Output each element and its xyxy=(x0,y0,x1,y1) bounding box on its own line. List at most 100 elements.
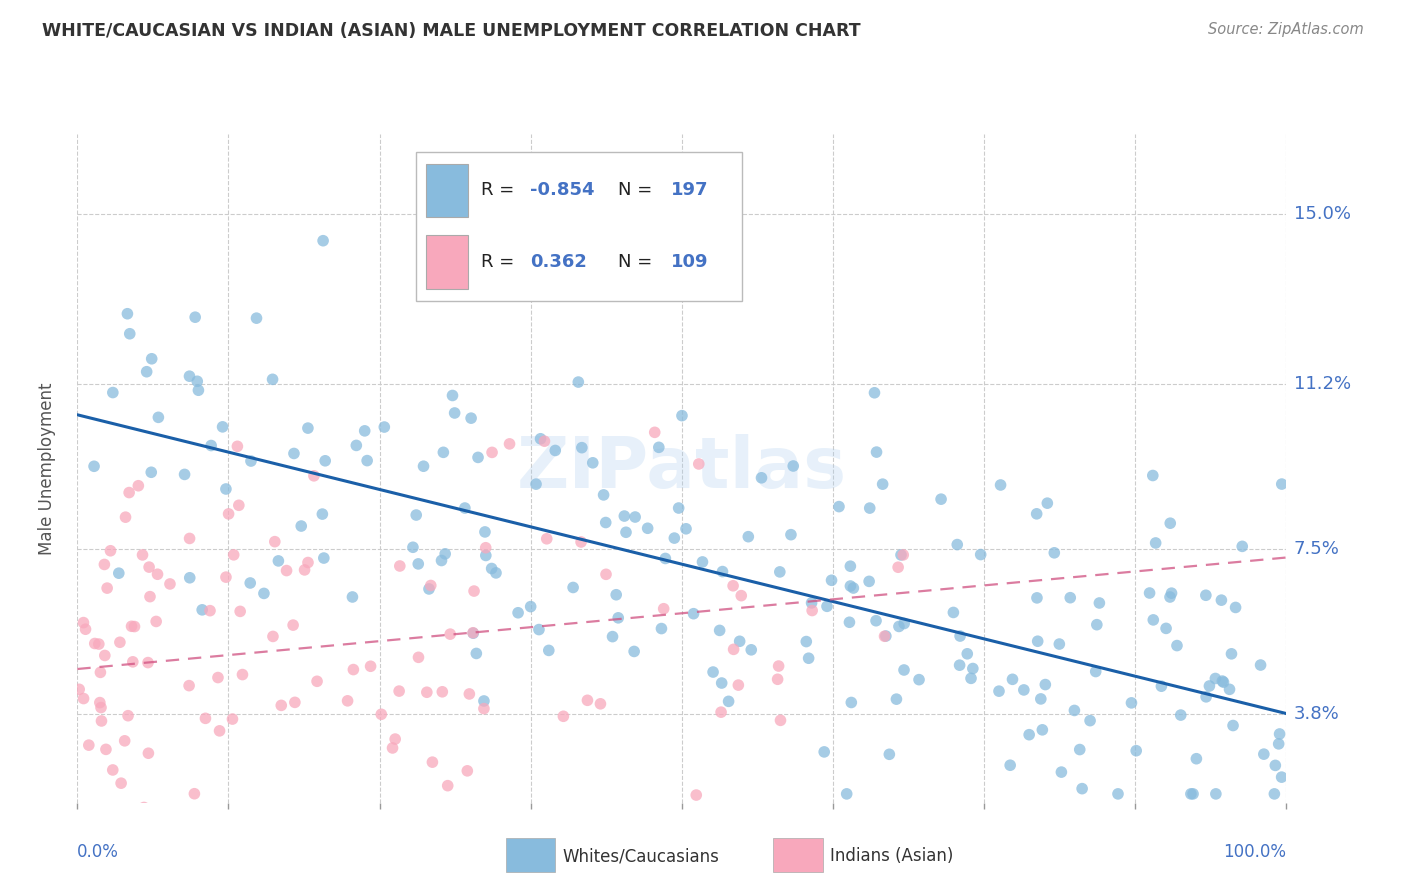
Point xyxy=(456,764,478,778)
Point xyxy=(828,500,851,514)
Point xyxy=(835,787,858,801)
Point xyxy=(529,432,551,446)
Point xyxy=(191,603,214,617)
Point xyxy=(858,574,880,589)
Point xyxy=(336,694,359,708)
Point xyxy=(946,538,969,552)
Point xyxy=(228,498,250,512)
Point xyxy=(671,409,693,423)
Point xyxy=(94,648,117,663)
Point xyxy=(602,630,624,644)
Point xyxy=(297,556,319,570)
Point xyxy=(710,676,733,690)
Point xyxy=(648,440,671,454)
Point xyxy=(222,548,245,562)
Text: N =: N = xyxy=(619,253,658,271)
Point xyxy=(177,679,200,693)
Point xyxy=(780,527,803,541)
Text: 0.0%: 0.0% xyxy=(77,843,120,861)
Point xyxy=(221,712,243,726)
Point xyxy=(1185,752,1208,766)
Point xyxy=(1107,787,1129,801)
Point xyxy=(688,457,710,471)
Point xyxy=(117,307,139,321)
Point xyxy=(1195,588,1218,602)
Point xyxy=(567,375,589,389)
Point xyxy=(422,755,444,769)
Point xyxy=(873,629,896,643)
Text: WHITE/CAUCASIAN VS INDIAN (ASIAN) MALE UNEMPLOYMENT CORRELATION CHART: WHITE/CAUCASIAN VS INDIAN (ASIAN) MALE U… xyxy=(42,22,860,40)
Point xyxy=(141,351,163,366)
Point xyxy=(576,693,599,707)
Point xyxy=(1268,727,1291,741)
Point xyxy=(942,606,965,620)
Point xyxy=(1043,546,1066,560)
Point xyxy=(297,421,319,435)
Point xyxy=(1220,647,1243,661)
Point xyxy=(281,618,304,632)
Text: 100.0%: 100.0% xyxy=(1223,843,1286,861)
Point xyxy=(879,747,901,762)
Point xyxy=(1195,690,1218,704)
Point xyxy=(353,424,375,438)
Point xyxy=(872,477,894,491)
Point xyxy=(136,831,159,846)
Point xyxy=(239,576,262,591)
Point xyxy=(1050,765,1073,780)
Point xyxy=(682,607,704,621)
Point xyxy=(794,634,817,648)
Point xyxy=(474,524,496,539)
Point xyxy=(569,535,592,549)
Point xyxy=(813,745,835,759)
Point xyxy=(623,644,645,658)
Point xyxy=(312,234,335,248)
Point xyxy=(1160,586,1182,600)
Point xyxy=(314,454,336,468)
Point xyxy=(93,558,115,572)
Point xyxy=(458,687,481,701)
Point xyxy=(769,714,792,728)
Point xyxy=(229,604,252,618)
Point xyxy=(138,560,160,574)
Point xyxy=(685,788,707,802)
Point xyxy=(1222,718,1244,732)
Point xyxy=(360,805,382,819)
Point xyxy=(820,574,842,588)
Point xyxy=(595,516,617,530)
Point xyxy=(208,723,231,738)
Point xyxy=(118,326,141,341)
Point xyxy=(481,561,503,575)
Point xyxy=(124,619,146,633)
Point xyxy=(607,611,630,625)
Point xyxy=(782,458,804,473)
Point xyxy=(100,543,122,558)
Point xyxy=(67,682,90,697)
Point xyxy=(263,534,285,549)
Point xyxy=(381,741,404,756)
Point xyxy=(533,434,555,449)
Point xyxy=(692,555,714,569)
Point xyxy=(311,507,333,521)
Point xyxy=(186,374,208,388)
Point xyxy=(114,734,136,748)
Point xyxy=(797,651,820,665)
Point xyxy=(893,616,915,631)
Point xyxy=(1159,516,1181,531)
Point xyxy=(356,453,378,467)
Point xyxy=(613,509,636,524)
Point xyxy=(960,671,983,685)
Point xyxy=(215,570,238,584)
Point xyxy=(1085,617,1108,632)
Point xyxy=(418,582,440,596)
Point xyxy=(652,601,675,615)
Text: 197: 197 xyxy=(671,181,709,200)
Text: R =: R = xyxy=(481,181,520,200)
Point xyxy=(75,622,97,636)
Point xyxy=(839,579,862,593)
Point xyxy=(87,637,110,651)
Point xyxy=(72,615,94,630)
Point xyxy=(138,746,160,760)
Point xyxy=(1063,703,1085,717)
Point xyxy=(200,438,222,452)
Point xyxy=(461,625,484,640)
